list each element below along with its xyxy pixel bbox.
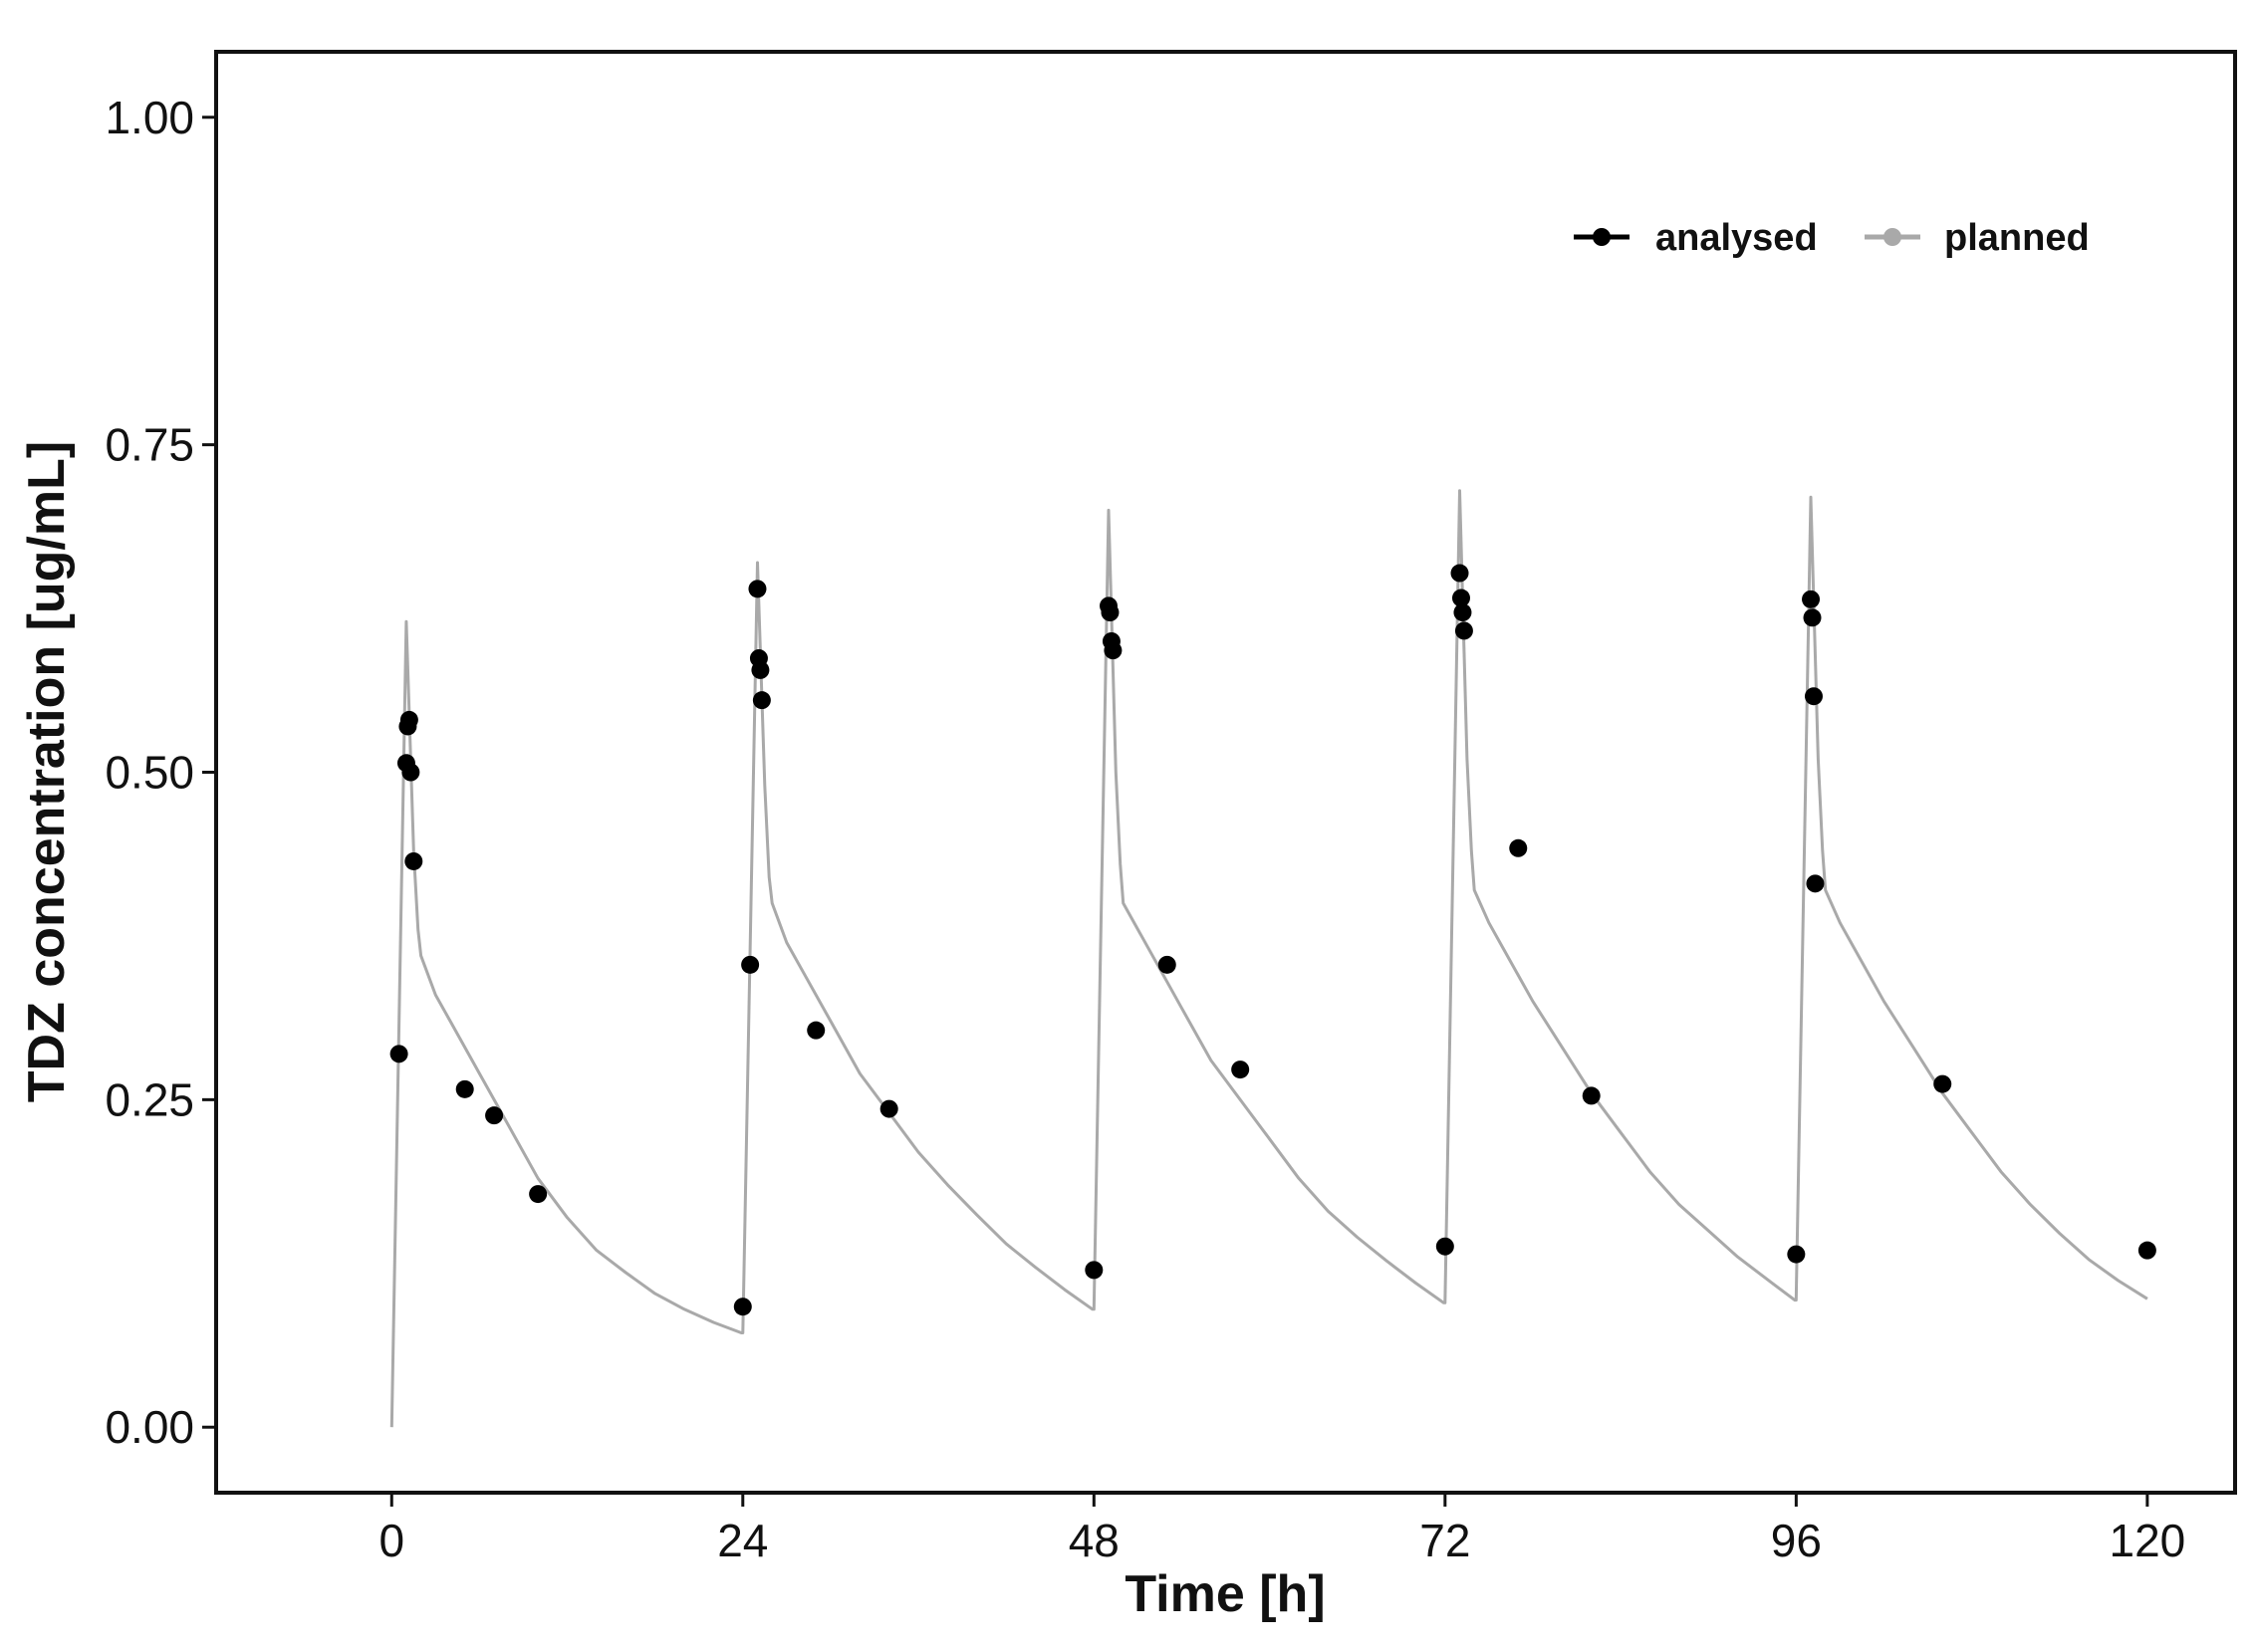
analysed-point	[879, 1099, 898, 1118]
analysed-point	[1435, 1237, 1454, 1256]
analysed-point	[751, 660, 770, 679]
analysed-point	[1787, 1245, 1806, 1264]
analysed-point	[807, 1021, 826, 1040]
analysed-point	[1454, 621, 1473, 640]
x-tick-label: 48	[1069, 1515, 1120, 1566]
plot-frame	[214, 50, 2237, 1495]
analysed-point	[1453, 603, 1472, 622]
planned-line	[389, 489, 2148, 1428]
legend: analysed planned	[1574, 217, 2090, 259]
x-tick-label: 120	[2109, 1515, 2185, 1566]
y-tick-label: 0.25	[105, 1073, 194, 1125]
y-tick-label: 1.00	[105, 92, 194, 143]
analysed-point	[1450, 564, 1469, 583]
legend-analysed-marker	[1593, 228, 1611, 246]
analysed-point	[1101, 603, 1120, 622]
y-tick-label: 0.50	[105, 747, 194, 799]
analysed-point	[1085, 1261, 1104, 1280]
planned-series	[389, 489, 2148, 1428]
analysed-point	[389, 1045, 408, 1063]
analysed-point	[1806, 874, 1825, 893]
analysed-point	[529, 1185, 548, 1204]
analysed-point	[741, 955, 760, 974]
analysed-point	[2137, 1241, 2156, 1260]
analysed-point	[1803, 608, 1822, 627]
analysed-point	[1157, 955, 1176, 974]
analysed-point	[404, 851, 423, 870]
analysed-point	[733, 1298, 752, 1316]
analysed-point	[752, 691, 771, 710]
x-axis: 0 24 48 72 96 120	[378, 1493, 2185, 1566]
legend-planned-label: planned	[1944, 217, 2090, 259]
analysed-point	[1582, 1086, 1601, 1105]
analysed-point	[1933, 1074, 1952, 1093]
analysed-point	[455, 1079, 474, 1098]
analysed-point	[1509, 838, 1528, 857]
x-axis-title: Time [h]	[1125, 1565, 1325, 1623]
x-tick-label: 96	[1771, 1515, 1822, 1566]
legend-planned-marker	[1883, 228, 1901, 246]
y-tick-label: 0.75	[105, 419, 194, 471]
analysed-point	[401, 763, 420, 782]
x-tick-label: 0	[378, 1515, 404, 1566]
y-axis-title: TDZ concentration [ug/mL]	[18, 441, 76, 1102]
analysed-point	[1804, 687, 1823, 706]
y-axis: 0.00 0.25 0.50 0.75 1.00	[105, 92, 216, 1453]
analysed-point	[399, 710, 418, 729]
analysed-point	[748, 580, 767, 598]
analysed-series	[389, 564, 2156, 1316]
analysed-point	[1451, 589, 1470, 607]
analysed-point	[1104, 641, 1123, 660]
analysed-point	[1231, 1061, 1250, 1079]
analysed-point	[485, 1106, 504, 1125]
analysed-point	[1802, 590, 1821, 608]
x-tick-label: 24	[717, 1515, 768, 1566]
y-tick-label: 0.00	[105, 1401, 194, 1453]
x-tick-label: 72	[1419, 1515, 1470, 1566]
legend-analysed-label: analysed	[1655, 217, 1818, 259]
